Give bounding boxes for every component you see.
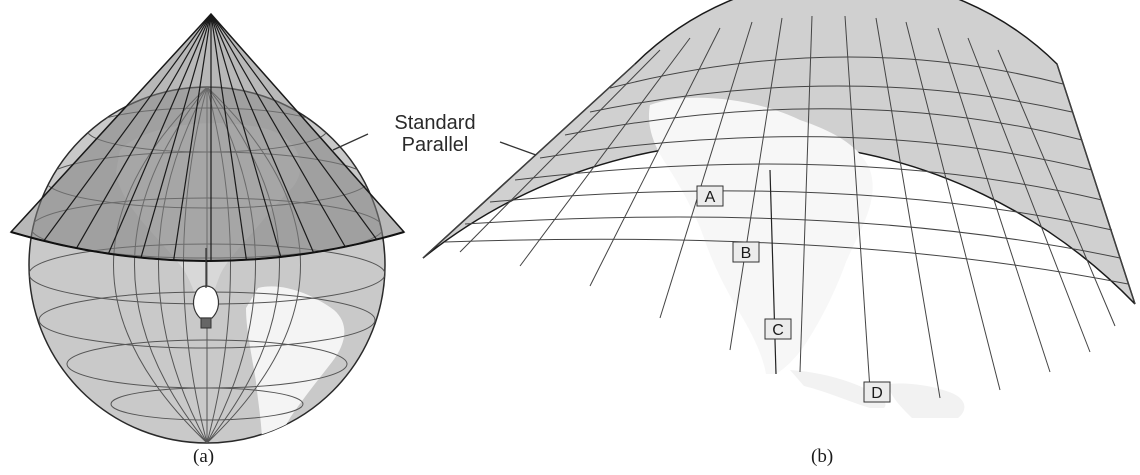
svg-text:C: C — [772, 322, 784, 339]
conic-map: A B C D — [422, 0, 1136, 418]
point-label-a: A — [696, 185, 724, 207]
globe-diagram — [9, 12, 537, 444]
map-landmass-north-america — [648, 97, 873, 375]
svg-text:A: A — [705, 189, 716, 206]
point-label-b: B — [732, 241, 760, 263]
callout-leader-right — [499, 141, 537, 156]
svg-text:B: B — [741, 245, 752, 262]
caption-a: (a) — [193, 446, 215, 467]
light-bulb-icon — [192, 248, 220, 329]
map-fan-outline — [422, 0, 1136, 305]
caption-b: (b) — [811, 446, 834, 467]
point-label-c: C — [764, 318, 792, 340]
standard-parallel-line — [10, 231, 405, 262]
callout-line-2: Parallel — [401, 134, 469, 156]
map-meridians — [422, 15, 1136, 399]
map-central-meridian — [769, 169, 777, 375]
map-landmass-central-america — [790, 370, 886, 408]
svg-text:D: D — [871, 385, 883, 402]
map-parallels — [444, 56, 1129, 285]
callout-leader-left — [332, 133, 369, 151]
projection-cone — [9, 12, 406, 262]
standard-parallel-callout: Standard Parallel — [370, 112, 500, 156]
point-label-d: D — [863, 381, 891, 403]
callout-line-1: Standard — [394, 112, 476, 134]
map-landmass-south-america — [888, 383, 965, 418]
